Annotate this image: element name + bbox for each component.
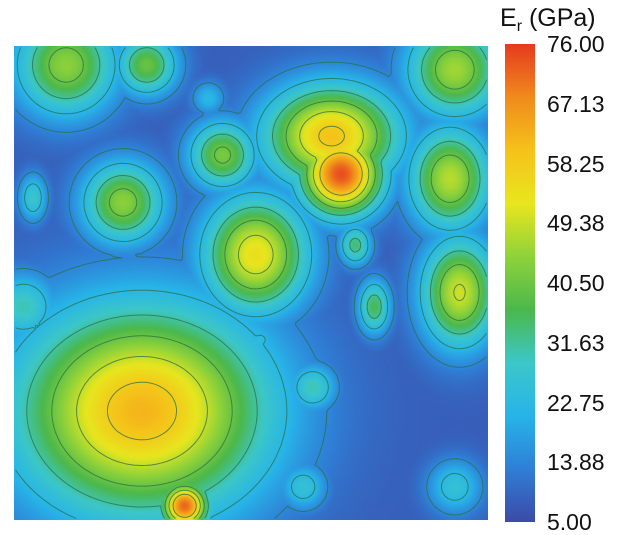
heatmap-image bbox=[14, 46, 488, 520]
contour-line bbox=[76, 111, 466, 519]
colorbar-tick-label: 49.38 bbox=[547, 210, 605, 237]
colorbar-tick-label: 76.00 bbox=[547, 31, 605, 57]
contour-line bbox=[48, 47, 480, 519]
colorbar-gradient bbox=[505, 44, 535, 522]
colorbar-title: Er (GPa) bbox=[500, 4, 596, 35]
colorbar-tick-label: 31.63 bbox=[547, 329, 605, 356]
colorbar-title-symbol: E bbox=[500, 4, 517, 32]
contour-line bbox=[26, 47, 487, 519]
colorbar bbox=[505, 44, 535, 522]
contour-lines bbox=[15, 47, 487, 519]
colorbar-tick-label: 58.25 bbox=[547, 150, 605, 177]
contour-line bbox=[15, 47, 487, 519]
colorbar-tick-label: 40.50 bbox=[547, 270, 605, 296]
contour-line bbox=[106, 125, 363, 518]
colorbar-tick-label: 5.00 bbox=[547, 509, 592, 535]
contour-line bbox=[15, 47, 487, 519]
colorbar-tick-label: 22.75 bbox=[547, 389, 605, 416]
colorbar-title-unit: (GPa) bbox=[522, 4, 596, 32]
colorbar-title-subscript: r bbox=[516, 18, 523, 35]
colorbar-tick-label: 13.88 bbox=[547, 449, 605, 476]
heatmap-plot bbox=[14, 46, 488, 520]
colorbar-tick-label: 67.13 bbox=[547, 90, 605, 117]
